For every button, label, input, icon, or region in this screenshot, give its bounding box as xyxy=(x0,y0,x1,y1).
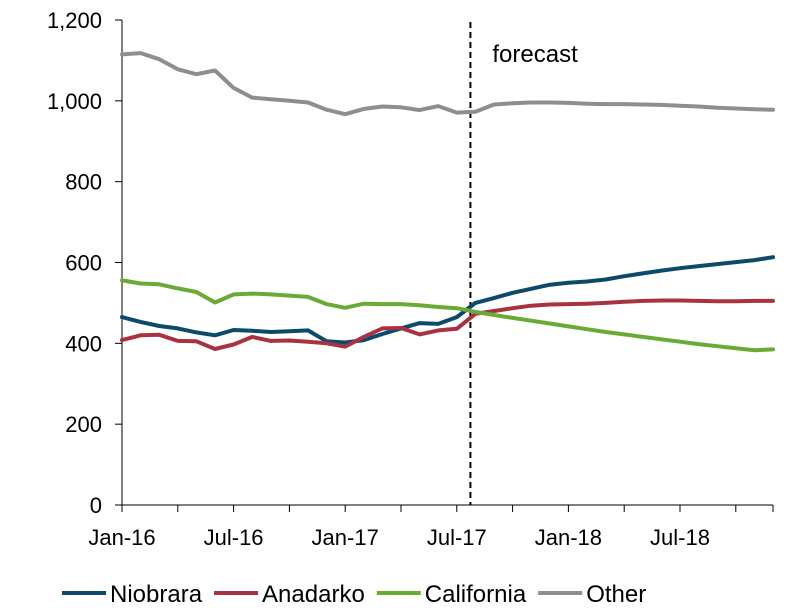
plot-area: 0 200 400 600 800 1,000 1,200 Jan-16 Jul-16 Jan-1… xyxy=(47,8,775,550)
series-line-other xyxy=(120,51,775,117)
y-tick-label: 1,200 xyxy=(47,8,102,33)
y-tick-label: 400 xyxy=(65,331,102,356)
y-tick-label: 600 xyxy=(65,251,102,276)
series-line-california xyxy=(120,278,775,353)
x-tick-label: Jul-18 xyxy=(650,525,710,550)
x-tick-label: Jan-18 xyxy=(535,525,602,550)
y-tick-label: 800 xyxy=(65,170,102,195)
x-tick-label: Jan-17 xyxy=(312,525,379,550)
legend: Niobrara Anadarko California Other xyxy=(62,581,646,608)
x-tick-label: Jan-16 xyxy=(88,525,155,550)
series-line-niobrara xyxy=(120,255,775,345)
x-tick-label: Jul-16 xyxy=(204,525,264,550)
y-tick-label: 200 xyxy=(65,412,102,437)
legend-label-other: Other xyxy=(586,581,646,608)
y-tick-label: 0 xyxy=(90,493,102,518)
forecast-label: forecast xyxy=(492,41,578,68)
legend-label-anadarko: Anadarko xyxy=(262,581,365,608)
y-tick-label: 1,000 xyxy=(47,89,102,114)
legend-label-california: California xyxy=(425,581,527,608)
legend-label-niobrara: Niobrara xyxy=(110,581,203,608)
series-line-anadarko xyxy=(120,298,775,351)
x-tick-label: Jul-17 xyxy=(427,525,487,550)
